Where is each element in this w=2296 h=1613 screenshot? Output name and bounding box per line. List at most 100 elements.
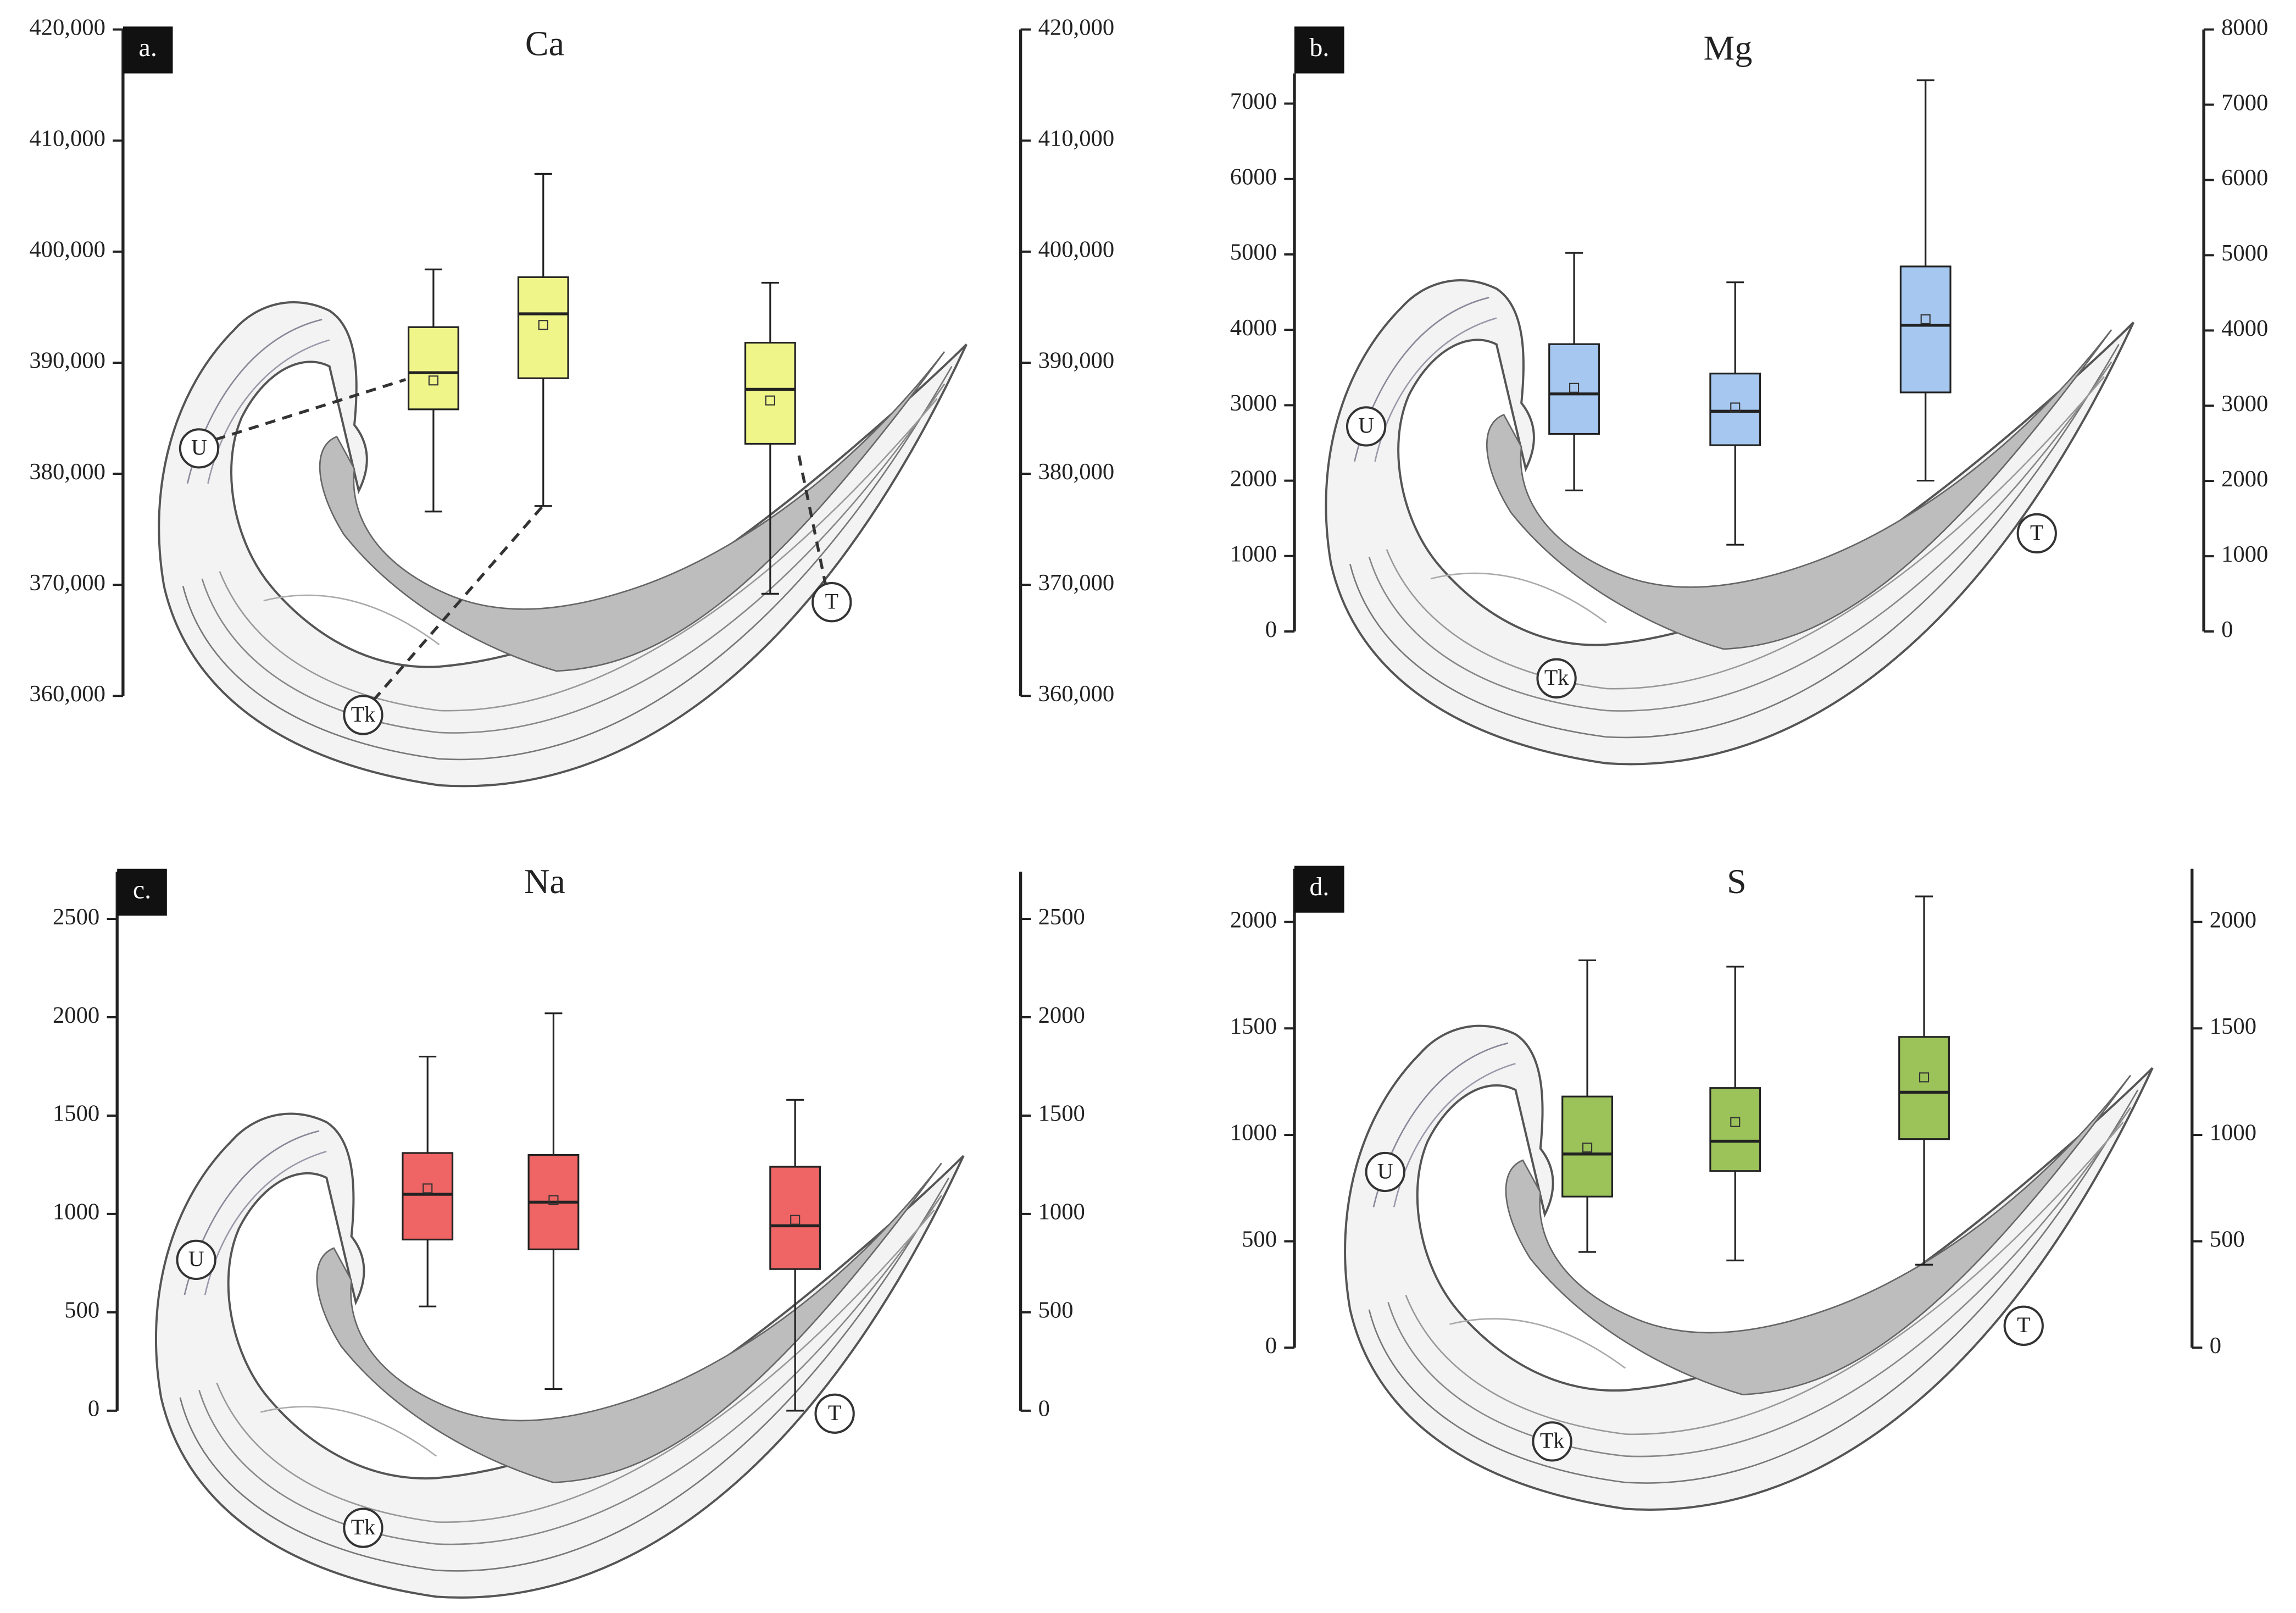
box (1898, 1036, 1950, 1140)
y2-tick-label: 2000 (2221, 466, 2268, 492)
box (1561, 1095, 1613, 1198)
y2-tick-label: 370,000 (1038, 570, 1115, 596)
y2-tick-label: 1500 (1038, 1101, 1085, 1127)
chart-title: S (1727, 862, 1747, 901)
panel: 0 1000 2000 3000 4000 5000 6000 7000 0 1000 2000 30… (1230, 14, 2268, 699)
y-tick-label: 380,000 (29, 459, 105, 485)
y2-tick-label: 5000 (2221, 240, 2268, 266)
panel-label: d. (1309, 872, 1329, 901)
shell (1325, 279, 2135, 766)
y2-tick-label: 360,000 (1038, 681, 1115, 707)
connector-lines (214, 378, 827, 702)
zone-marker (814, 1393, 855, 1434)
y2-tick-label: 390,000 (1038, 348, 1115, 374)
box (402, 1152, 454, 1241)
y-tick-label: 4000 (1230, 315, 1277, 341)
y2-tick-label: 410,000 (1038, 126, 1115, 152)
y-tick-label: 360,000 (29, 681, 105, 707)
zone-label: T (2017, 1312, 2030, 1337)
zone-label: U (191, 435, 207, 460)
y2-tick-label: 420,000 (1038, 14, 1115, 40)
y2-tick-label: 2500 (1038, 904, 1085, 930)
zone-label: T (828, 1400, 841, 1425)
panel: 0 500 1000 1500 2000 0 500 1000 1500 2000 d. S U Tk T (1230, 862, 2256, 1462)
box (1548, 343, 1600, 435)
mean (422, 1183, 433, 1194)
panel-label-bg (117, 868, 167, 916)
y-tick-label: 2000 (53, 1002, 99, 1028)
y2-tick-label: 1000 (2210, 1120, 2256, 1146)
y-tick-label: 1500 (1230, 1013, 1277, 1039)
y2-tick-label: 400,000 (1038, 237, 1115, 263)
zone-marker (811, 582, 852, 623)
y2-tick-label: 1000 (1038, 1199, 1085, 1225)
y-tick-label: 500 (64, 1298, 99, 1323)
zone-marker (343, 1507, 383, 1548)
y-tick-label: 1000 (1230, 541, 1277, 567)
panel-label-bg (123, 26, 173, 74)
y2-tick-label: 0 (2221, 617, 2233, 642)
panel: 0 500 1000 1500 2000 2500 0 500 1000 1500 2000 2500… (53, 862, 1085, 1548)
zone-label: U (1377, 1159, 1393, 1183)
mean (1730, 402, 1741, 413)
y-tick-label: 1000 (53, 1199, 99, 1225)
y2-tick-label: 4000 (2221, 315, 2268, 341)
zone-marker (2016, 513, 2057, 554)
zone-marker (1346, 406, 1387, 447)
box (1709, 373, 1761, 446)
mean (1920, 314, 1931, 324)
box (517, 276, 569, 379)
y2-tick-label: 500 (1038, 1298, 1074, 1323)
y2-tick-label: 380,000 (1038, 459, 1115, 485)
zone-label: U (188, 1246, 204, 1271)
y-tick-label: 410,000 (29, 126, 105, 152)
mean (538, 320, 548, 330)
box (407, 326, 459, 411)
zone-label: Tk (351, 702, 375, 727)
y-tick-label: 1500 (53, 1101, 99, 1127)
mean (1919, 1072, 1930, 1083)
zone-label: T (825, 589, 838, 614)
box (1899, 265, 1952, 393)
panel-label: c. (133, 875, 151, 904)
y-tick-label: 0 (1265, 617, 1277, 642)
zone-marker (176, 1239, 216, 1281)
zone-label: Tk (351, 1515, 375, 1539)
y-tick-label: 370,000 (29, 570, 105, 596)
y-tick-label: 2000 (1230, 907, 1277, 933)
y-tick-label: 420,000 (29, 14, 105, 40)
y-tick-label: 500 (1242, 1226, 1277, 1252)
mean (1569, 383, 1580, 393)
zone-marker (1365, 1151, 1405, 1193)
y2-tick-label: 7000 (2221, 90, 2268, 115)
zone-marker (1536, 658, 1577, 699)
connector (372, 505, 544, 702)
mean (765, 395, 775, 406)
zone-marker (1532, 1421, 1572, 1462)
panel-label-bg (1294, 866, 1344, 913)
zone-label: Tk (1540, 1428, 1564, 1453)
zone-label: Tk (1544, 665, 1569, 690)
y-tick-label: 0 (88, 1396, 99, 1422)
y2-tick-label: 0 (1038, 1396, 1050, 1422)
box (1709, 1087, 1761, 1172)
y2-tick-label: 2000 (2210, 907, 2256, 933)
connector (214, 378, 407, 441)
box (744, 341, 796, 445)
y-tick-label: 390,000 (29, 348, 105, 374)
mean (1582, 1143, 1593, 1153)
mean (1730, 1117, 1741, 1127)
y2-tick-label: 1000 (2221, 541, 2268, 567)
panel-label-bg (1294, 26, 1344, 74)
zone-marker (179, 428, 220, 469)
y-tick-label: 2500 (53, 904, 99, 930)
mean (428, 375, 438, 386)
y2-tick-label: 2000 (1038, 1002, 1085, 1028)
panel-label: a. (139, 33, 157, 62)
y-tick-label: 6000 (1230, 164, 1277, 190)
chart-title: Mg (1703, 28, 1752, 67)
chart-title: Na (524, 862, 565, 901)
y2-tick-label: 6000 (2221, 165, 2268, 191)
shell-illustrations (154, 279, 2154, 1599)
